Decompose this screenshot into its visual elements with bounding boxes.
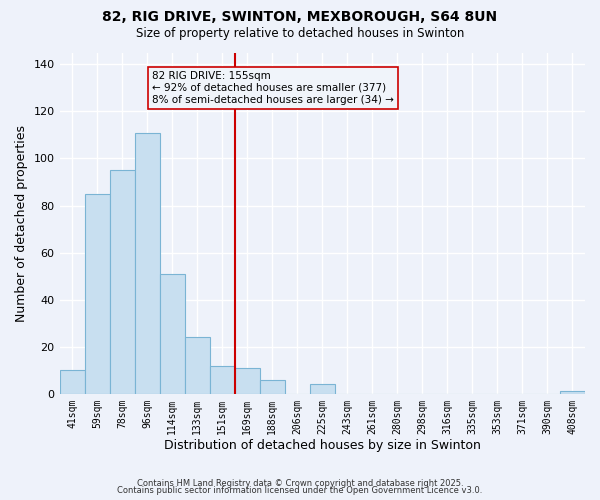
Y-axis label: Number of detached properties: Number of detached properties	[15, 124, 28, 322]
Bar	[310, 384, 335, 394]
Text: 82 RIG DRIVE: 155sqm
← 92% of detached houses are smaller (377)
8% of semi-detac: 82 RIG DRIVE: 155sqm ← 92% of detached h…	[152, 72, 394, 104]
Bar	[85, 194, 110, 394]
Bar	[260, 380, 285, 394]
Bar	[560, 392, 585, 394]
X-axis label: Distribution of detached houses by size in Swinton: Distribution of detached houses by size …	[164, 440, 481, 452]
Bar	[185, 338, 209, 394]
Bar	[134, 132, 160, 394]
Text: Contains HM Land Registry data © Crown copyright and database right 2025.: Contains HM Land Registry data © Crown c…	[137, 478, 463, 488]
Bar	[160, 274, 185, 394]
Text: 82, RIG DRIVE, SWINTON, MEXBOROUGH, S64 8UN: 82, RIG DRIVE, SWINTON, MEXBOROUGH, S64 …	[103, 10, 497, 24]
Bar	[59, 370, 85, 394]
Bar	[235, 368, 260, 394]
Text: Contains public sector information licensed under the Open Government Licence v3: Contains public sector information licen…	[118, 486, 482, 495]
Bar	[209, 366, 235, 394]
Bar	[110, 170, 134, 394]
Text: Size of property relative to detached houses in Swinton: Size of property relative to detached ho…	[136, 28, 464, 40]
